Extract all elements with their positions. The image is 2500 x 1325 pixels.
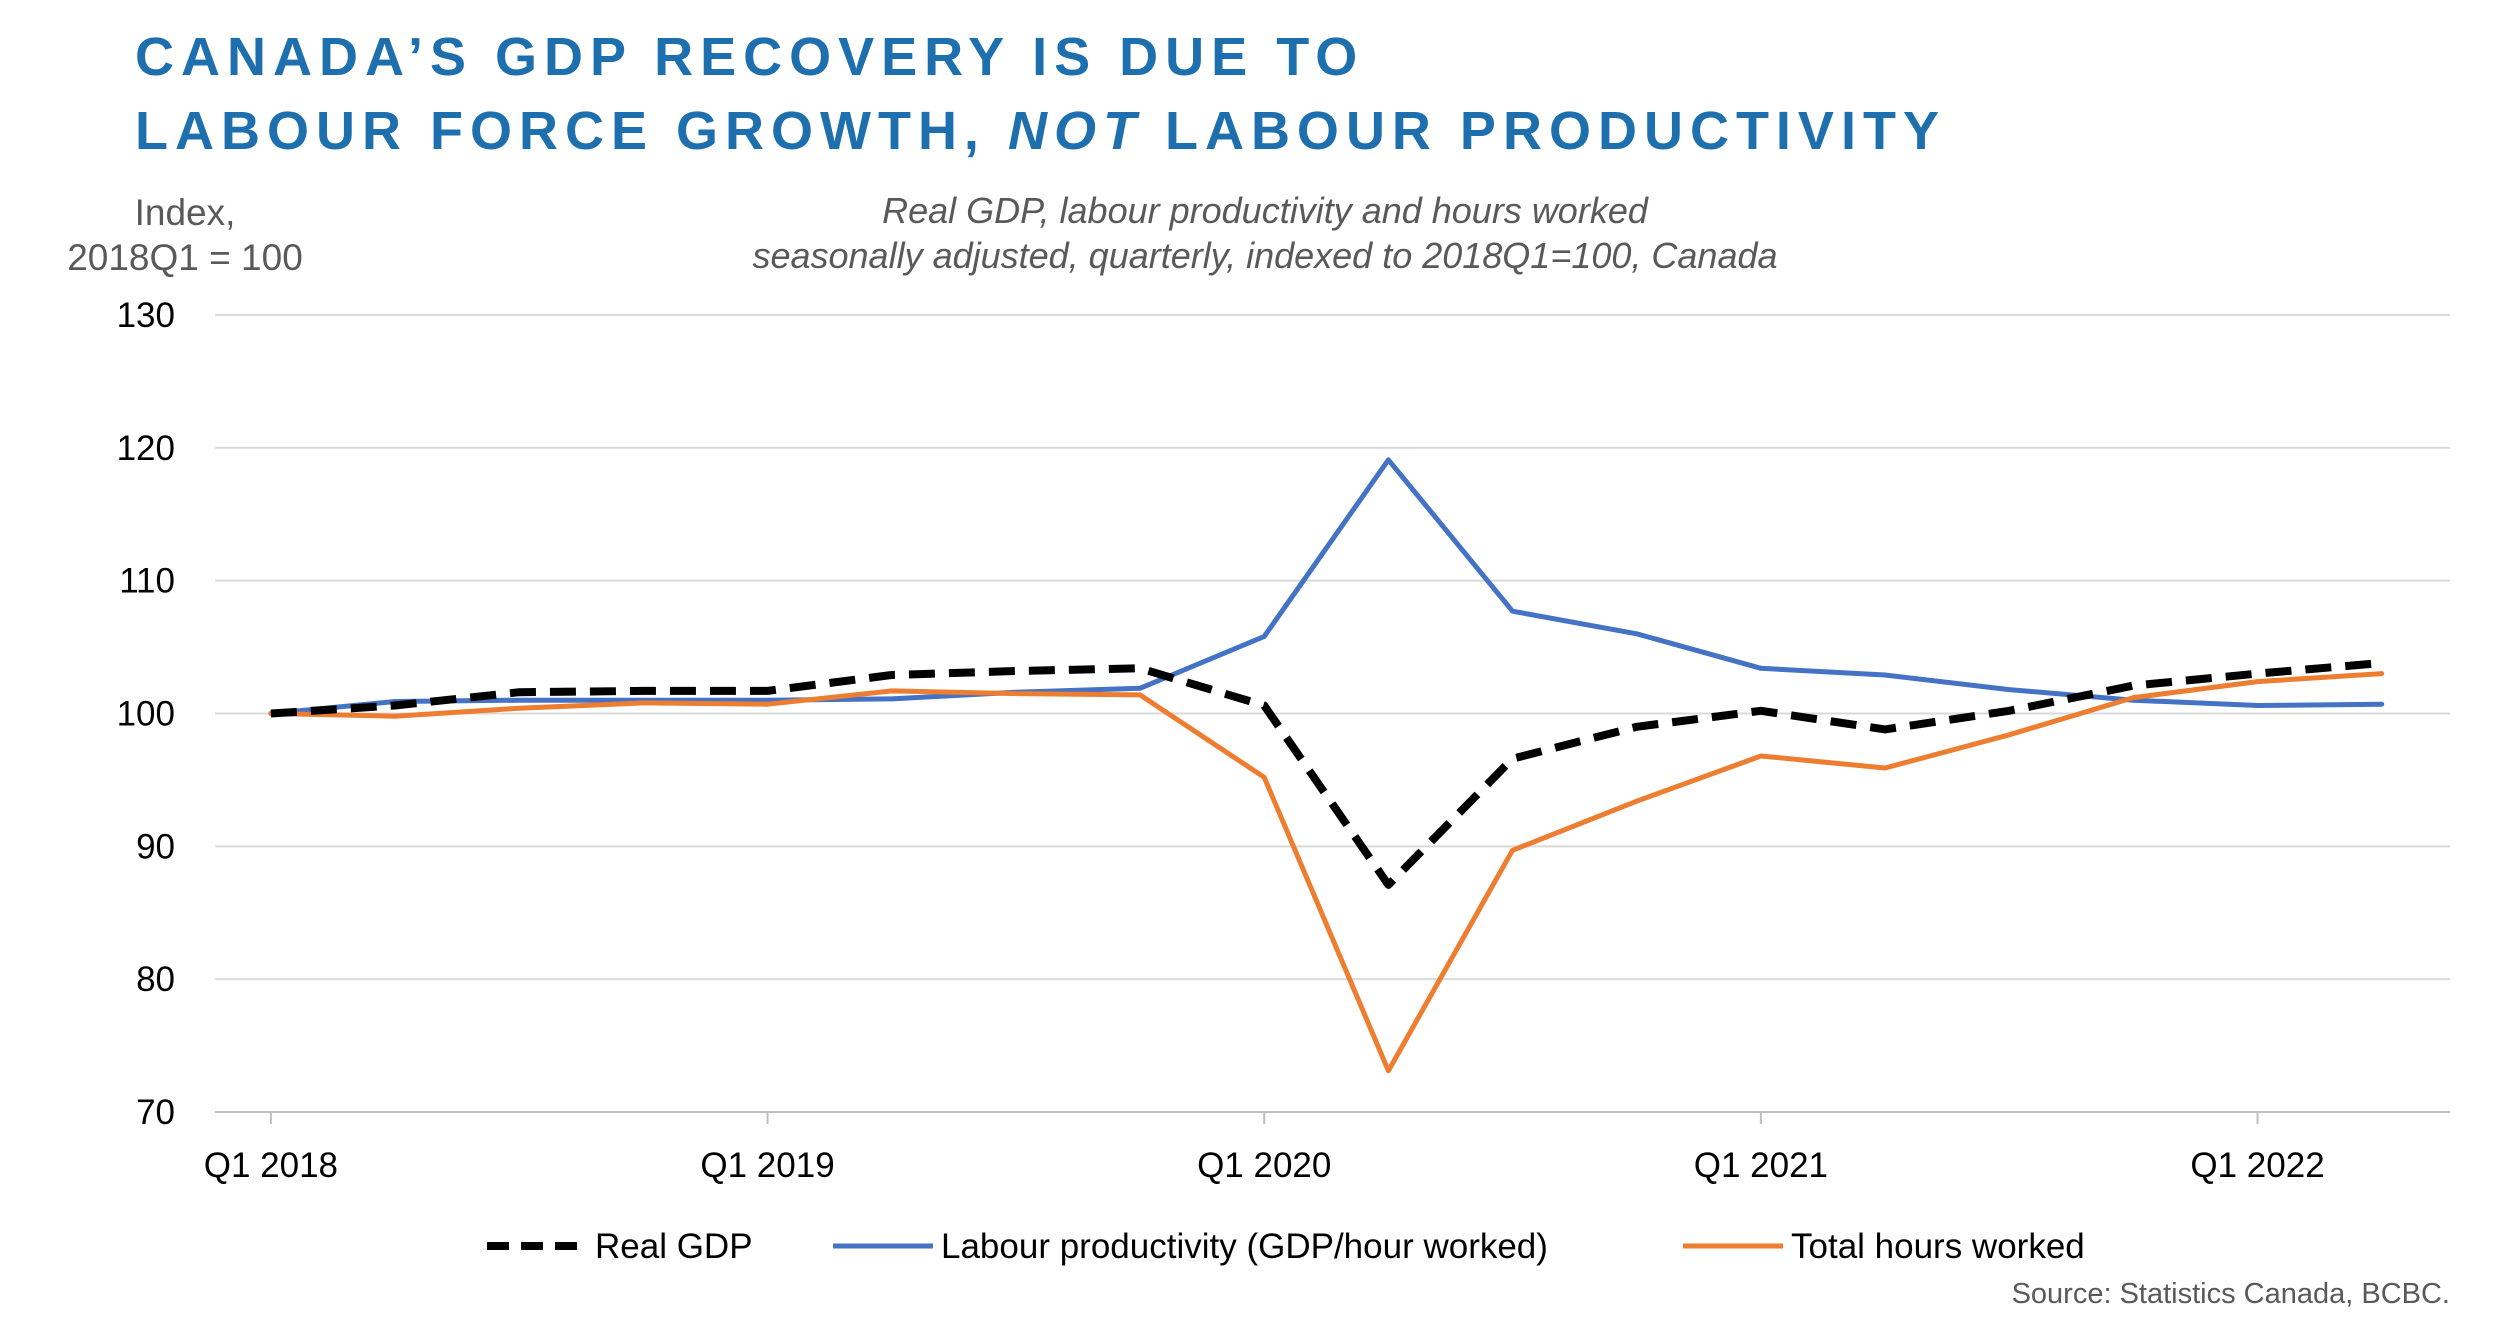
x-tick-label-0: Q1 2018 — [204, 1146, 338, 1185]
y-axis-label-line-1: Index, — [134, 192, 236, 233]
title-line-2: LABOUR FORCE GROWTH, NOT LABOUR PRODUCTI… — [135, 94, 1946, 168]
y-tick-label-80: 80 — [136, 960, 175, 999]
series-line-total-hours — [268, 671, 2385, 1074]
legend-label-total-hours: Total hours worked — [1791, 1227, 2085, 1266]
chart-subtitle-line-1: Real GDP, labour productivity and hours … — [882, 190, 1648, 231]
y-tick-label-110: 110 — [119, 562, 175, 601]
chart-subtitle-line-2: seasonally adjusted, quarterly, indexed … — [752, 235, 1778, 276]
title-line-2-end: LABOUR PRODUCTIVITY — [1142, 101, 1946, 161]
y-axis-label-line-2: 2018Q1 = 100 — [67, 237, 303, 278]
legend-label-labour-productivity: Labour productivity (GDP/hour worked) — [941, 1227, 1548, 1266]
y-tick-label-130: 130 — [117, 296, 175, 335]
title-line-2-start: LABOUR FORCE GROWTH, — [135, 101, 1008, 161]
title-line-1: CANADA’S GDP RECOVERY IS DUE TO — [135, 27, 1365, 87]
y-axis-label: Index, 2018Q1 = 100 — [40, 190, 330, 280]
x-tick-label-4: Q1 2022 — [2190, 1146, 2324, 1185]
x-tick-label-3: Q1 2021 — [1694, 1146, 1828, 1185]
series-line-real-gdp — [270, 659, 2383, 889]
y-tick-label-100: 100 — [117, 695, 175, 734]
legend-label-real-gdp: Real GDP — [595, 1227, 753, 1266]
series-line-labour-productivity — [268, 457, 2385, 716]
title-emphasis-not: NOT — [1007, 101, 1143, 161]
y-tick-label-120: 120 — [117, 429, 175, 468]
chart-title-banner: CANADA’S GDP RECOVERY IS DUE TO LABOUR F… — [135, 20, 1946, 168]
source-note: Source: Statistics Canada, BCBC. — [2011, 1278, 2450, 1310]
x-tick-label-1: Q1 2019 — [700, 1146, 834, 1185]
x-tick-label-2: Q1 2020 — [1197, 1146, 1331, 1185]
y-tick-label-70: 70 — [136, 1093, 175, 1132]
y-tick-label-90: 90 — [136, 827, 175, 866]
chart-subtitle: Real GDP, labour productivity and hours … — [540, 188, 1990, 278]
